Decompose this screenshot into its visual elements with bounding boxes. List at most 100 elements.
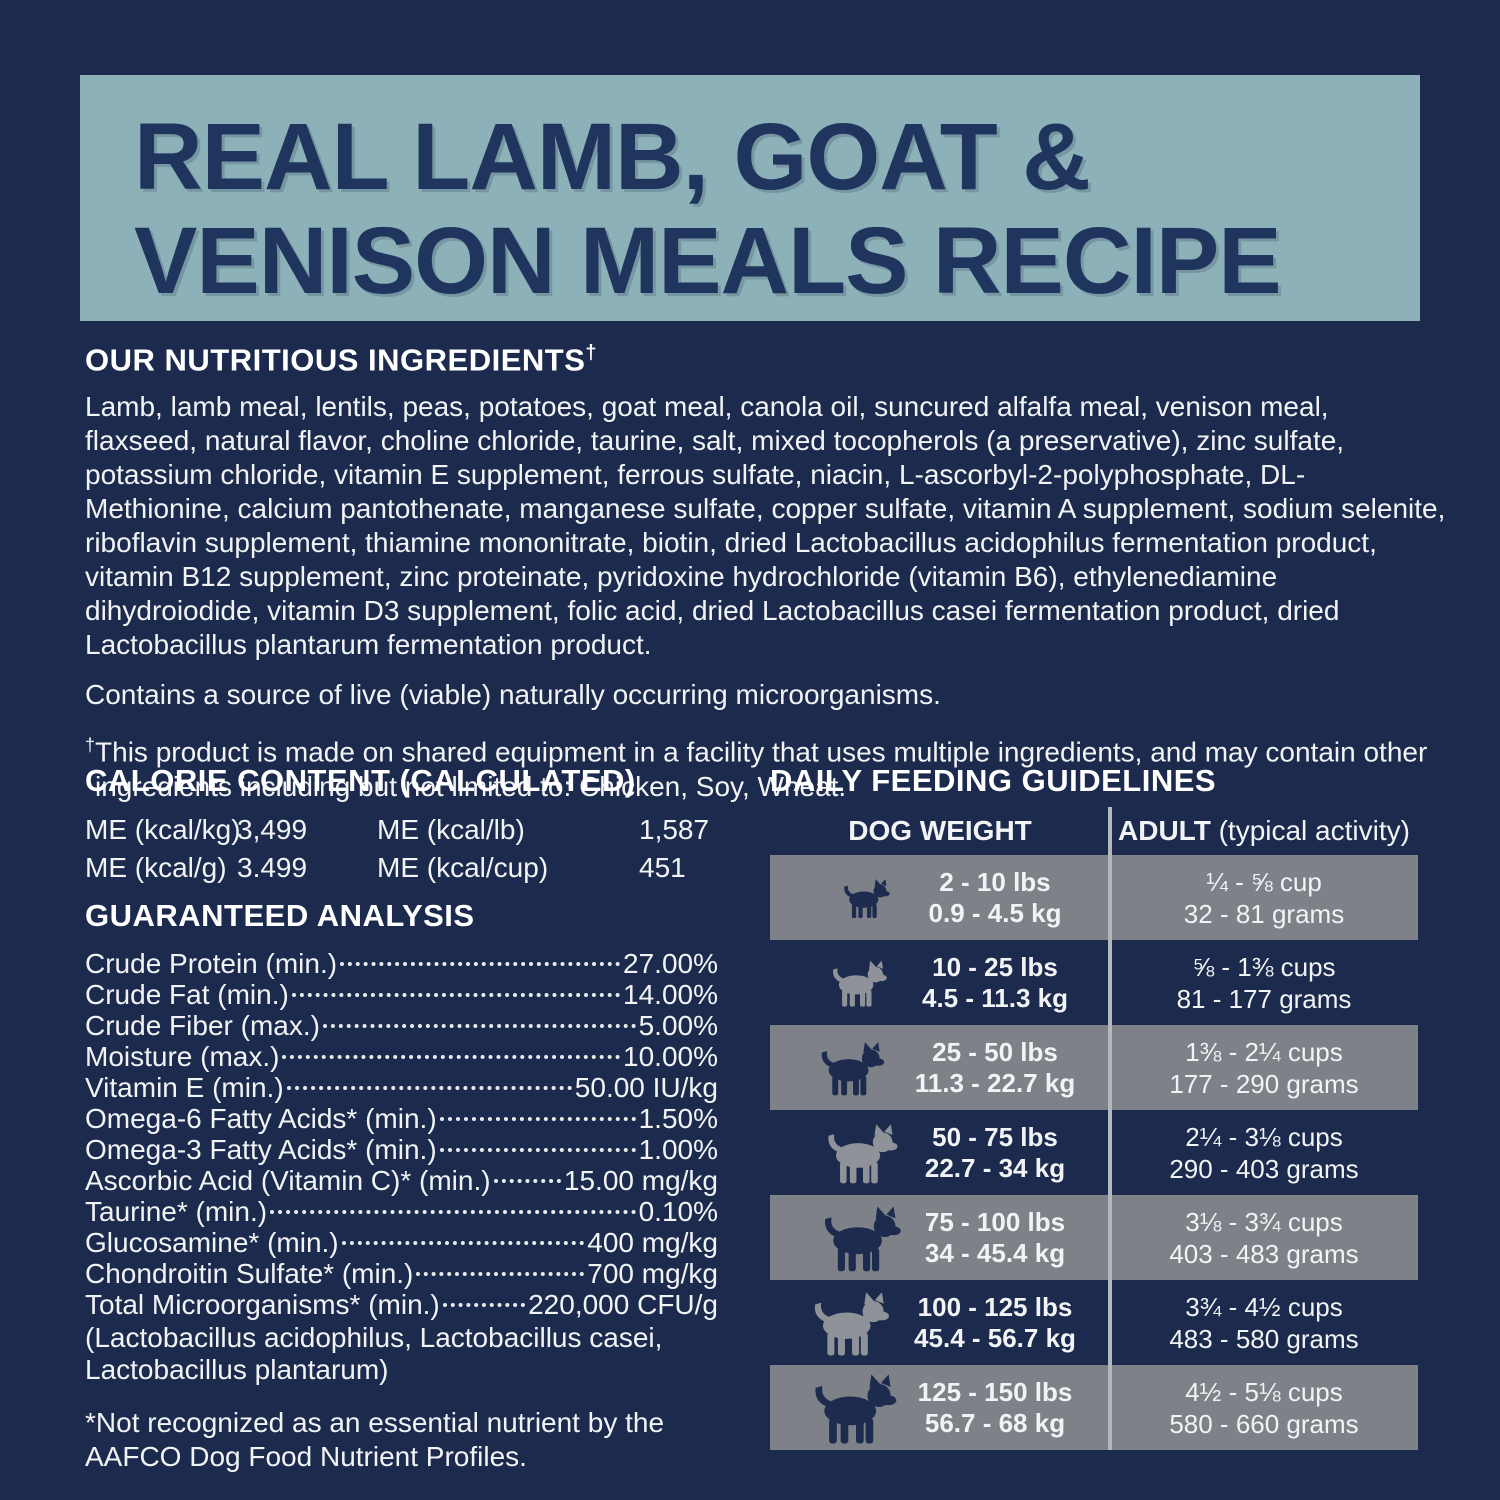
weight-lbs: 100 - 125 lbs — [917, 1291, 1073, 1322]
recipe-title: REAL LAMB, GOAT & VENISON MEALS RECIPE — [80, 75, 1420, 313]
analysis-row: Omega-3 Fatty Acids* (min.) 1.00% — [85, 1134, 718, 1165]
dog-icon — [819, 878, 915, 918]
dog-icon — [808, 1371, 904, 1445]
analysis-row: Crude Fat (min.) 14.00% — [85, 979, 718, 1010]
dot-leader — [322, 1024, 636, 1028]
calorie-value: 1,587 — [639, 814, 710, 845]
dot-leader — [439, 1117, 636, 1121]
feeding-row: 100 - 125 lbs 45.4 - 56.7 kg 3¾ - 4½ cups… — [770, 1280, 1418, 1365]
weight-kg: 56.7 - 68 kg — [924, 1407, 1066, 1438]
guaranteed-analysis-section: GUARANTEED ANALYSIS Crude Protein (min.)… — [85, 898, 718, 1474]
analysis-heading: GUARANTEED ANALYSIS — [85, 898, 475, 933]
analysis-row: Moisture (max.) 10.00% — [85, 1041, 718, 1072]
dot-leader — [341, 1241, 585, 1245]
dagger-mark: † — [85, 735, 96, 756]
feeding-heading: DAILY FEEDING GUIDELINES — [770, 763, 1217, 798]
feeding-row: 2 - 10 lbs 0.9 - 4.5 kg ¼ - ⅝ cup 32 - 81 … — [770, 855, 1418, 940]
analysis-rows: Crude Protein (min.) 27.00% Crude Fat (mi… — [85, 948, 718, 1320]
aafco-footnote: *Not recognized as an essential nutrient… — [85, 1407, 665, 1472]
weight-kg: 4.5 - 11.3 kg — [922, 982, 1068, 1013]
col-header-adult: ADULT (typical activity) — [1118, 815, 1410, 846]
feeding-table: DOG WEIGHT ADULT (typical activity) 2 - … — [770, 807, 1418, 1450]
calorie-label: ME (kcal/cup) — [377, 852, 549, 883]
analysis-row: Ascorbic Acid (Vitamin C)* (min.) 15.00 m… — [85, 1165, 718, 1196]
recipe-title-line2: VENISON MEALS RECIPE — [134, 208, 1282, 314]
calorie-grid: ME (kcal/kg) 3,499 ME (kcal/lb) 1,587 ME… — [85, 811, 730, 887]
dog-icon — [815, 1122, 911, 1184]
amount-cups: 3⅛ - 3¾ cups — [1185, 1206, 1343, 1237]
dot-leader — [416, 1272, 585, 1276]
dagger-mark: † — [585, 342, 598, 364]
feeding-row: 25 - 50 lbs 11.3 - 22.7 kg 1⅜ - 2¼ cups 17… — [770, 1025, 1418, 1110]
col-header-dog-weight: DOG WEIGHT — [848, 815, 1032, 846]
calorie-value: 451 — [639, 852, 686, 883]
ingredients-section: OUR NUTRITIOUS INGREDIENTS† Lamb, lamb m… — [85, 342, 1447, 804]
feeding-row: 10 - 25 lbs 4.5 - 11.3 kg ⅝ - 1⅜ cups 81 -… — [770, 940, 1418, 1025]
dog-icon — [815, 1204, 911, 1272]
analysis-row: Total Microorganisms* (min.) 220,000 CFU/… — [85, 1289, 718, 1320]
microorganism-species-note: (Lactobacillus acidophilus, Lactobacillu… — [85, 1322, 663, 1385]
amount-grams: 290 - 403 grams — [1169, 1153, 1359, 1184]
weight-lbs: 75 - 100 lbs — [924, 1206, 1066, 1237]
calorie-label: ME (kcal/kg) — [85, 814, 241, 845]
weight-kg: 11.3 - 22.7 kg — [914, 1067, 1076, 1098]
calorie-section: CALORIE CONTENT (CALCULATED) ME (kcal/kg… — [85, 763, 730, 887]
analysis-row: Omega-6 Fatty Acids* (min.) 1.50% — [85, 1103, 718, 1134]
amount-cups: ⅝ - 1⅜ cups — [1192, 951, 1336, 982]
weight-lbs: 125 - 150 lbs — [917, 1376, 1073, 1407]
dot-leader — [282, 1055, 621, 1059]
analysis-row: Crude Protein (min.) 27.00% — [85, 948, 718, 979]
weight-kg: 0.9 - 4.5 kg — [928, 897, 1062, 928]
analysis-row: Vitamin E (min.) 50.00 IU/kg — [85, 1072, 718, 1103]
calorie-label: ME (kcal/lb) — [377, 814, 525, 845]
analysis-row: Crude Fiber (max.) 5.00% — [85, 1010, 718, 1041]
analysis-row: Taurine* (min.) 0.10% — [85, 1196, 718, 1227]
dot-leader — [493, 1179, 561, 1183]
ingredients-list: Lamb, lamb meal, lentils, peas, potatoes… — [85, 391, 1446, 661]
weight-lbs: 25 - 50 lbs — [932, 1036, 1058, 1067]
microorganisms-note: Contains a source of live (viable) natur… — [85, 679, 941, 711]
dot-leader — [340, 962, 621, 966]
amount-grams: 483 - 580 grams — [1169, 1323, 1359, 1354]
amount-grams: 81 - 177 grams — [1176, 983, 1352, 1014]
amount-grams: 580 - 660 grams — [1169, 1408, 1359, 1439]
calorie-heading: CALORIE CONTENT (CALCULATED) — [85, 763, 636, 798]
dot-leader — [270, 1210, 636, 1214]
amount-grams: 403 - 483 grams — [1169, 1238, 1359, 1269]
dog-icon — [804, 1290, 900, 1356]
weight-lbs: 2 - 10 lbs — [939, 866, 1051, 897]
amount-cups: 2¼ - 3⅛ cups — [1185, 1121, 1343, 1152]
calorie-value: 3.499 — [237, 852, 308, 883]
weight-kg: 34 - 45.4 kg — [924, 1237, 1066, 1268]
analysis-row: Glucosamine* (min.) 400 mg/kg — [85, 1227, 718, 1258]
weight-kg: 22.7 - 34 kg — [924, 1152, 1066, 1183]
analysis-row: Chondroitin Sulfate* (min.) 700 mg/kg — [85, 1258, 718, 1289]
amount-cups: ¼ - ⅝ cup — [1206, 866, 1322, 897]
amount-cups: 1⅜ - 2¼ cups — [1185, 1036, 1343, 1067]
ingredients-heading: OUR NUTRITIOUS INGREDIENTS† — [85, 342, 598, 378]
hero-panel: REAL LAMB, GOAT & VENISON MEALS RECIPE — [80, 75, 1420, 321]
amount-cups: 3¾ - 4½ cups — [1185, 1291, 1343, 1322]
dog-icon — [805, 1040, 901, 1096]
dot-leader — [291, 993, 621, 997]
dot-leader — [439, 1148, 636, 1152]
feeding-guidelines-section: DAILY FEEDING GUIDELINES DOG WEIGHT ADUL… — [770, 763, 1418, 1450]
dot-leader — [286, 1086, 572, 1090]
dot-leader — [442, 1303, 526, 1307]
feeding-row: 50 - 75 lbs 22.7 - 34 kg 2¼ - 3⅛ cups 290 … — [770, 1110, 1418, 1195]
calorie-value: 3,499 — [237, 814, 308, 845]
feeding-row: 75 - 100 lbs 34 - 45.4 kg 3⅛ - 3¾ cups 403… — [770, 1195, 1418, 1280]
amount-grams: 32 - 81 grams — [1183, 898, 1345, 929]
weight-kg: 45.4 - 56.7 kg — [914, 1322, 1076, 1353]
amount-cups: 4½ - 5⅛ cups — [1185, 1376, 1343, 1407]
dog-icon — [812, 959, 908, 1007]
weight-lbs: 50 - 75 lbs — [932, 1121, 1058, 1152]
calorie-label: ME (kcal/g) — [85, 852, 227, 883]
feeding-table-header: DOG WEIGHT ADULT (typical activity) — [770, 807, 1418, 855]
shared-equipment-note: †This product is made on shared equipmen… — [85, 735, 1428, 802]
amount-grams: 177 - 290 grams — [1169, 1068, 1359, 1099]
column-divider — [1108, 807, 1112, 1450]
weight-lbs: 10 - 25 lbs — [932, 951, 1058, 982]
feeding-row: 125 - 150 lbs 56.7 - 68 kg 4½ - 5⅛ cups 58… — [770, 1365, 1418, 1450]
